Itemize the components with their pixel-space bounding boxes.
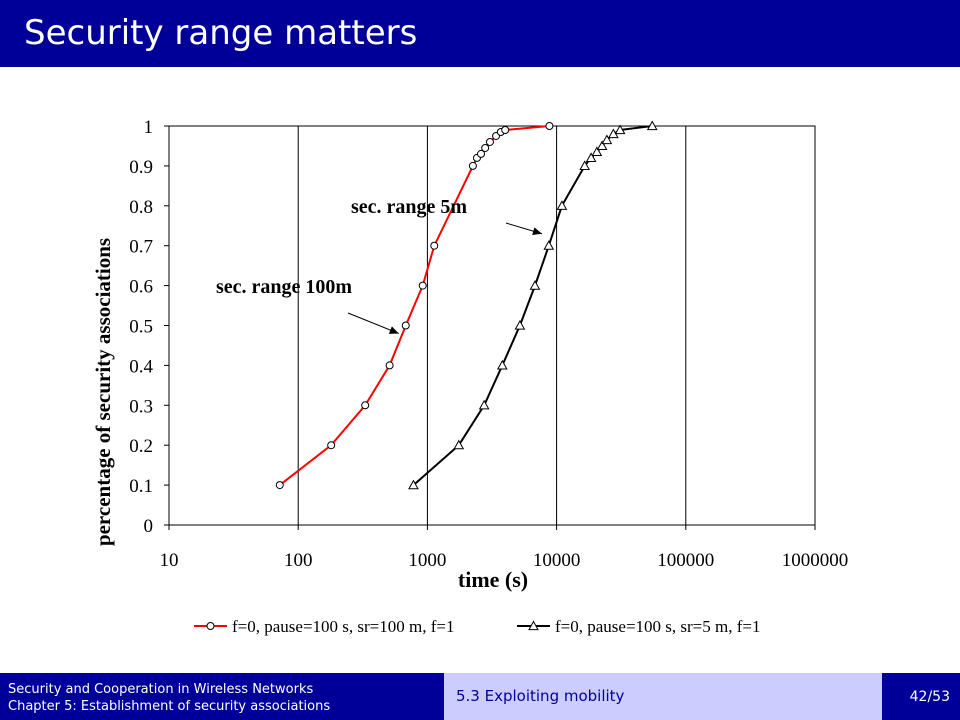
annotation-label-5m: sec. range 5m <box>351 196 467 218</box>
legend-label: f=0, pause=100 s, sr=5 m, f=1 <box>555 617 761 636</box>
y-tick-label: 0.6 <box>129 277 153 298</box>
data-point-sr100 <box>485 137 494 146</box>
legend-marker <box>206 622 215 630</box>
plot-frame <box>168 125 816 526</box>
annotation-arrowhead <box>532 227 542 235</box>
data-point-sr5 <box>601 134 613 145</box>
y-tick-label: 0 <box>144 516 154 537</box>
y-tick-label: 0.5 <box>129 317 153 338</box>
y-tick-label: 0.9 <box>129 157 153 178</box>
data-point-sr100 <box>545 122 554 130</box>
data-point-sr5 <box>579 160 591 170</box>
data-point-sr5 <box>591 146 603 157</box>
data-point-sr5 <box>585 152 597 163</box>
y-tick-label: 0.8 <box>129 197 153 218</box>
data-point-sr5 <box>496 359 508 370</box>
data-point-sr100 <box>275 481 284 490</box>
data-point-sr5 <box>556 200 568 210</box>
data-point-sr100 <box>481 143 490 152</box>
y-tick-label: 0.1 <box>129 476 153 497</box>
section-box: 5.3 Exploiting mobility <box>444 673 882 720</box>
section-label: 5.3 Exploiting mobility <box>456 687 625 705</box>
data-point-sr5 <box>646 120 658 131</box>
data-point-sr100 <box>477 149 486 158</box>
y-axis-label: percentage of security associations <box>91 238 115 546</box>
annotation-label-100m: sec. range 100m <box>216 276 352 298</box>
data-point-sr5 <box>514 319 526 330</box>
data-point-sr5 <box>596 140 608 151</box>
y-tick-label: 0.3 <box>129 396 153 417</box>
title-bar: Security range matters <box>0 0 960 67</box>
chart-area: 0 0.1 0.2 0.3 0.4 0.5 0.6 0.7 0.8 0.9 1 10 100 1000 10… <box>0 67 960 673</box>
x-tick-label: 1000000 <box>782 550 849 571</box>
data-point-sr5 <box>614 124 626 135</box>
data-point-sr5 <box>453 439 465 450</box>
x-tick-label: 10 <box>160 550 179 571</box>
legend-label: f=0, pause=100 s, sr=100 m, f=1 <box>232 617 455 636</box>
footer-course: Security and Cooperation in Wireless Net… <box>8 682 314 697</box>
chart-svg: 0 0.1 0.2 0.3 0.4 0.5 0.6 0.7 0.8 0.9 1 10 100 1000 10… <box>91 117 849 636</box>
y-tick-label: 0.4 <box>129 356 153 377</box>
data-point-sr5 <box>408 479 419 490</box>
annotation-arrowhead <box>388 326 399 334</box>
data-point-sr100 <box>418 281 427 290</box>
data-point-sr100 <box>401 321 410 330</box>
data-point-sr100 <box>468 161 477 170</box>
x-axis-label: time (s) <box>458 567 528 592</box>
data-point-sr100 <box>361 401 370 410</box>
x-tick-label: 100 <box>284 550 313 571</box>
data-point-sr100 <box>501 125 510 134</box>
series-line-sr5 <box>412 125 653 486</box>
data-point-sr5 <box>529 280 541 290</box>
annotation-arrow-line <box>347 312 399 334</box>
x-tick-label: 100000 <box>657 550 714 571</box>
page-number: 42/53 <box>909 689 950 705</box>
y-tick-label: 0.7 <box>129 237 153 258</box>
data-point-sr5 <box>543 240 555 250</box>
series-line-sr100 <box>279 125 550 486</box>
slide-title: Security range matters <box>24 13 418 53</box>
y-tick-label: 1 <box>144 117 154 138</box>
data-point-sr5 <box>478 399 490 410</box>
data-point-sr100 <box>327 441 336 450</box>
legend-marker <box>528 620 539 631</box>
footer-chapter: Chapter 5: Establishment of security ass… <box>8 699 331 714</box>
footer-course-info: Security and Cooperation in Wireless Net… <box>8 681 330 715</box>
data-point-sr100 <box>385 361 394 370</box>
x-tick-label: 1000 <box>408 550 446 571</box>
data-point-sr100 <box>430 241 439 250</box>
x-tick-label: 10000 <box>533 550 581 571</box>
y-tick-label: 0.2 <box>129 436 153 457</box>
